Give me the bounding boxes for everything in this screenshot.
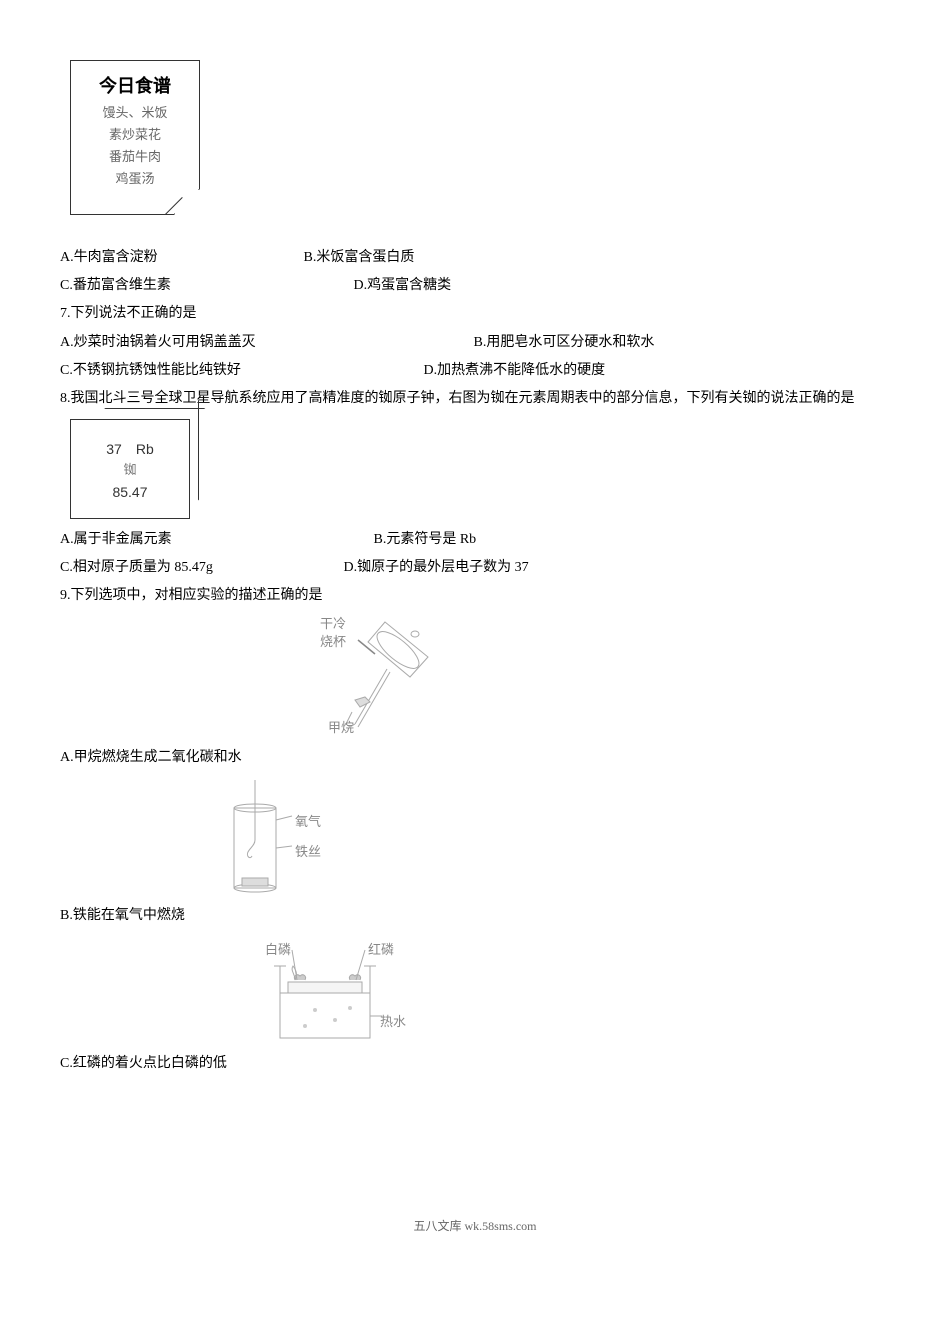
diagram-methane: 干冷 烧杯 甲烷 xyxy=(300,612,440,742)
menu-item: 素炒菜花 xyxy=(83,124,187,146)
diagram-phosphorus: 白磷 红磷 热水 xyxy=(260,938,430,1048)
q7-options-row2: C.不锈钢抗锈蚀性能比纯铁好 D.加热煮沸不能降低水的硬度 xyxy=(60,358,890,383)
q6-option-b: B.米饭富含蛋白质 xyxy=(304,245,415,270)
menu-item: 馒头、米饭 xyxy=(83,102,187,124)
q6-options-row2: C.番茄富含维生素 D.鸡蛋富含糖类 xyxy=(60,273,890,298)
q9-option-b: B.铁能在氧气中燃烧 xyxy=(60,903,890,928)
q7-option-b: B.用肥皂水可区分硬水和软水 xyxy=(474,330,655,355)
label-methane: 甲烷 xyxy=(328,716,354,739)
q9-stem: 9.下列选项中，对相应实验的描述正确的是 xyxy=(60,583,890,608)
q8-options-row2: C.相对原子质量为 85.47g D.铷原子的最外层电子数为 37 xyxy=(60,555,890,580)
q7-options-row1: A.炒菜时油锅着火可用锅盖盖灭 B.用肥皂水可区分硬水和软水 xyxy=(60,330,890,355)
q7-option-d: D.加热煮沸不能降低水的硬度 xyxy=(424,358,606,383)
element-mass: 85.47 xyxy=(71,481,189,503)
element-name: 铷 xyxy=(71,460,189,481)
q8-option-d: D.铷原子的最外层电子数为 37 xyxy=(344,555,529,580)
label-red-p: 红磷 xyxy=(368,938,394,961)
element-number-symbol: 37 Rb xyxy=(71,438,189,460)
diagram-iron-oxygen: 氧气 铁丝 xyxy=(220,780,340,900)
element-content: 37 Rb 铷 85.47 xyxy=(71,438,189,504)
q8-option-a: A.属于非金属元素 xyxy=(60,527,370,552)
q8-options-row1: A.属于非金属元素 B.元素符号是 Rb xyxy=(60,527,890,552)
menu-card: 今日食谱 馒头、米饭 素炒菜花 番茄牛肉 鸡蛋汤 xyxy=(70,60,200,215)
iron-oxygen-diagram-icon xyxy=(220,780,340,900)
q8-option-b: B.元素符号是 Rb xyxy=(374,527,477,552)
page-fold-icon xyxy=(165,197,199,231)
q6-option-d: D.鸡蛋富含糖类 xyxy=(354,273,452,298)
label-oxygen: 氧气 xyxy=(295,810,321,833)
menu-item: 番茄牛肉 xyxy=(83,146,187,168)
label-iron-wire: 铁丝 xyxy=(295,840,321,863)
box-3d-right xyxy=(189,400,199,508)
q6-option-c: C.番茄富含维生素 xyxy=(60,273,350,298)
periodic-element-box: 37 Rb 铷 85.47 xyxy=(70,419,190,519)
q6-options-row1: A.牛肉富含淀粉 B.米饭富含蛋白质 xyxy=(60,245,890,270)
q7-option-c: C.不锈钢抗锈蚀性能比纯铁好 xyxy=(60,358,420,383)
label-beaker: 烧杯 xyxy=(320,630,346,653)
label-hot-water: 热水 xyxy=(380,1010,406,1033)
q6-option-a: A.牛肉富含淀粉 xyxy=(60,245,300,270)
label-white-p: 白磷 xyxy=(265,938,291,961)
q9-option-c: C.红磷的着火点比白磷的低 xyxy=(60,1051,890,1076)
q8-option-c: C.相对原子质量为 85.47g xyxy=(60,555,340,580)
footer-text: 五八文库 wk.58sms.com xyxy=(60,1216,890,1238)
q9-option-a: A.甲烷燃烧生成二氧化碳和水 xyxy=(60,745,890,770)
menu-title: 今日食谱 xyxy=(83,71,187,102)
q7-option-a: A.炒菜时油锅着火可用锅盖盖灭 xyxy=(60,330,470,355)
menu-item: 鸡蛋汤 xyxy=(83,168,187,190)
q7-stem: 7.下列说法不正确的是 xyxy=(60,301,890,326)
